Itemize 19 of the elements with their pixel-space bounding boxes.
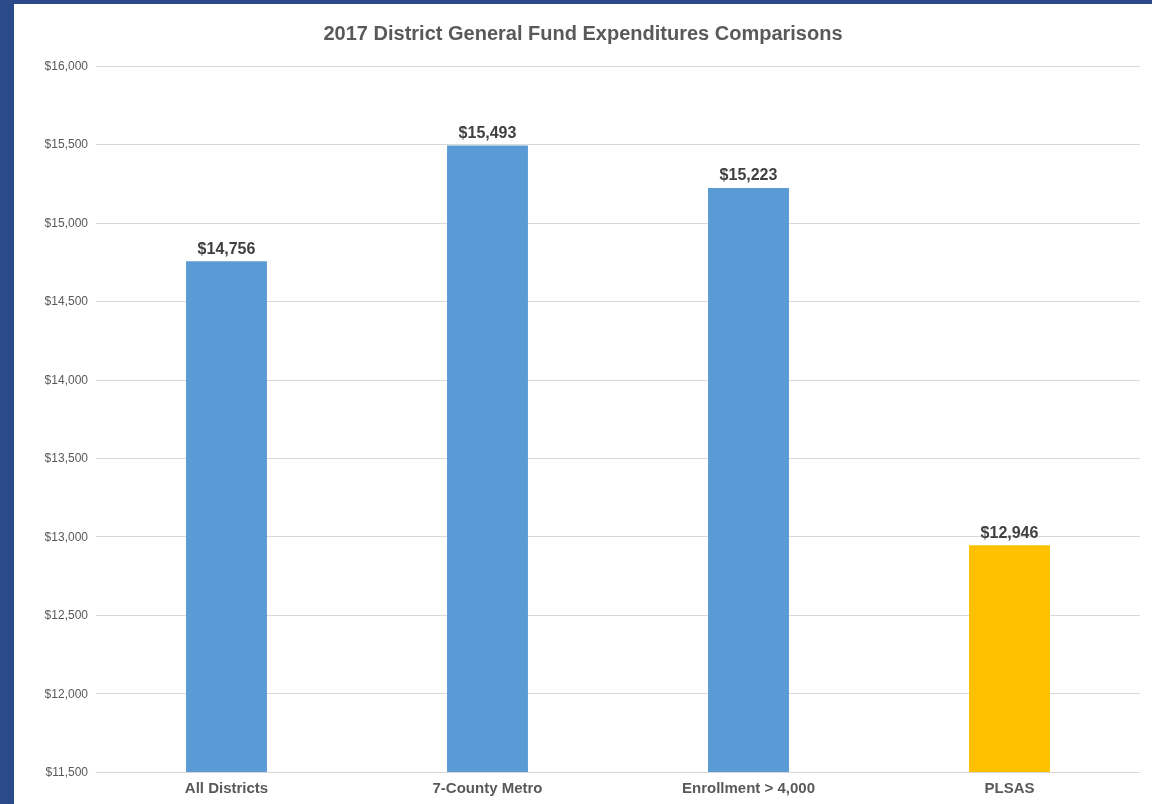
chart-title: 2017 District General Fund Expenditures Comparisons: [323, 22, 843, 44]
x-tick-label: PLSAS: [984, 779, 1035, 796]
y-tick-label: $16,000: [44, 59, 89, 73]
y-tick-label: $14,500: [44, 294, 89, 309]
x-tick-label: 7-County Metro: [432, 779, 543, 796]
data-label: $14,756: [197, 239, 256, 257]
y-tick-label: $13,000: [44, 529, 89, 544]
y-tick-label: $12,500: [44, 608, 89, 623]
y-tick-label: $11,500: [45, 765, 89, 779]
y-tick-label: $13,500: [44, 451, 89, 466]
data-label: $15,493: [458, 124, 517, 142]
data-label: $15,223: [719, 166, 778, 184]
y-tick-label: $15,500: [44, 137, 89, 152]
y-tick-label: $12,000: [44, 686, 89, 701]
data-label: $12,946: [980, 523, 1039, 541]
y-tick-label: $14,000: [44, 372, 89, 387]
x-tick-label: Enrollment > 4,000: [682, 779, 815, 796]
x-tick-label: All Districts: [184, 779, 269, 796]
y-tick-label: $15,000: [44, 215, 89, 230]
